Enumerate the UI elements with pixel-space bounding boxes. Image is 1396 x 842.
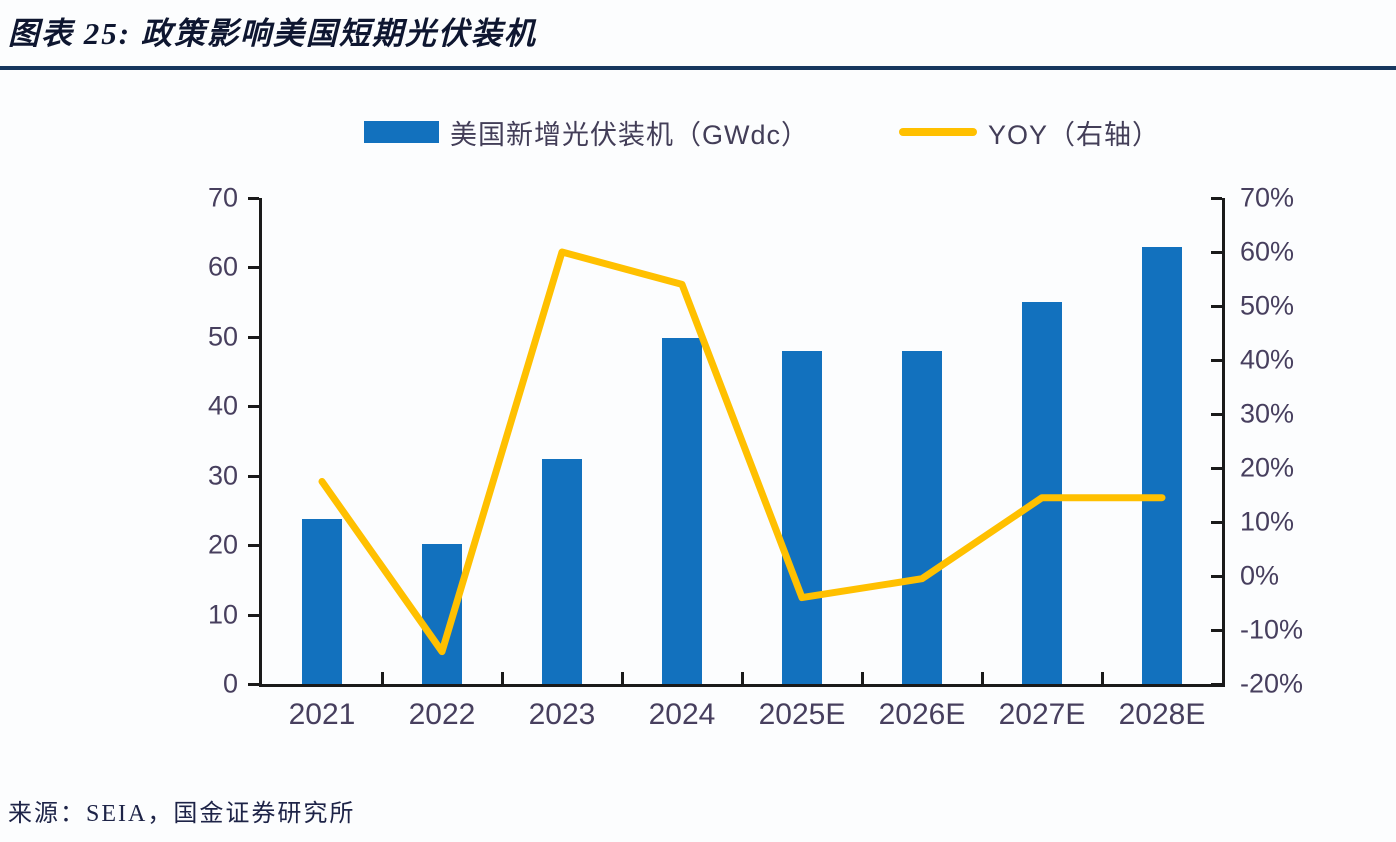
y-tick-label-right: 70% [1240,182,1295,213]
legend-item-yoy: YOY（右轴） [899,112,1160,152]
y-tick-label-left: 10 [207,599,238,630]
line-series-swatch [899,128,977,136]
title-divider [0,66,1396,70]
bar-2026E [902,350,942,684]
y-tick-label-left: 0 [222,668,238,699]
x-axis-label-2023: 2023 [528,698,596,731]
chart-legend: 美国新增光伏装机（GWdc） YOY（右轴） [0,112,1396,152]
y-tick-label-left: 40 [207,390,238,421]
y-tick-label-left: 50 [207,321,238,352]
y-tick-label-right: 20% [1240,452,1295,483]
y-tick-right [1211,629,1222,632]
y-tick-right [1211,359,1222,362]
y-tick-label-left: 60 [207,251,238,282]
x-tick [1101,672,1104,684]
y-tick-right [1211,575,1222,578]
y-tick-left [248,405,259,409]
y-tick-label-right: 0% [1240,560,1280,591]
y-tick-label-right: 10% [1240,506,1295,537]
legend-label-installs: 美国新增光伏装机（GWdc） [450,119,810,150]
y-tick-label-right: -10% [1240,614,1304,645]
x-tick [381,672,384,684]
bar-2022 [422,544,462,684]
y-tick-right [1211,683,1222,686]
y-tick-label-left: 30 [207,460,238,491]
x-tick [861,672,864,684]
y-tick-label-right: 50% [1240,290,1295,321]
y-axis-left [259,198,262,687]
y-tick-right [1211,197,1222,200]
y-tick-left [248,197,259,200]
x-axis-label-2022: 2022 [408,698,476,731]
y-tick-label-left: 70 [207,182,238,213]
y-tick-label-left: 20 [207,529,238,560]
figure-title: 图表 25: 政策影响美国短期光伏装机 [8,16,537,51]
y-tick-right [1211,413,1222,416]
x-tick [501,672,504,684]
y-tick-left [248,544,259,548]
bar-2027E [1022,302,1062,684]
x-tick [981,672,984,684]
x-tick [741,672,744,684]
y-tick-left [248,474,259,478]
y-tick-right [1211,305,1222,308]
bar-2028E [1142,246,1182,684]
x-axis-label-2025E: 2025E [758,698,846,731]
y-tick-label-right: 40% [1240,344,1295,375]
x-axis-label-2026E: 2026E [878,698,966,731]
y-tick-left [248,683,259,686]
y-tick-right [1211,251,1222,254]
y-tick-right [1211,467,1222,470]
bar-series-swatch [364,121,439,143]
x-axis [259,684,1225,687]
x-axis-label-2027E: 2027E [998,698,1086,731]
y-tick-left [248,613,259,617]
legend-item-installs: 美国新增光伏装机（GWdc） [364,112,809,152]
y-tick-left [248,335,259,339]
y-tick-label-right: -20% [1240,668,1304,699]
bar-2021 [302,519,342,684]
y-tick-label-right: 30% [1240,398,1295,429]
x-tick [621,672,624,684]
bar-2025E [782,350,822,684]
x-axis-label-2021: 2021 [288,698,356,731]
bar-2023 [542,459,582,684]
bar-2024 [662,337,702,684]
y-tick-left [248,266,259,270]
source-note: 来源：SEIA，国金证券研究所 [8,801,356,827]
y-tick-label-right: 60% [1240,236,1295,267]
legend-label-yoy: YOY（右轴） [988,119,1161,150]
x-axis-label-2028E: 2028E [1118,698,1206,731]
y-tick-right [1211,521,1222,524]
y-axis-right [1222,198,1225,687]
x-axis-label-2024: 2024 [648,698,716,731]
